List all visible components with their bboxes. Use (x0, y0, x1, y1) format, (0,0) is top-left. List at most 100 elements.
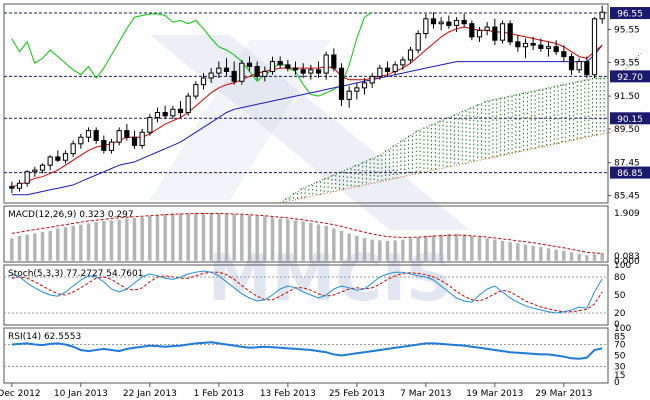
candle (277, 56, 283, 69)
candle (377, 64, 383, 80)
candle-body (484, 26, 490, 31)
rsi-label: RSI(14) 62.5553 (8, 332, 81, 342)
candle-body (24, 171, 30, 184)
candle (193, 81, 199, 100)
candle (39, 163, 46, 174)
candle-body (223, 67, 230, 72)
candle (32, 166, 38, 177)
candle-body (131, 136, 138, 146)
ichimoku-cloud (279, 52, 641, 204)
candle (561, 45, 567, 62)
candle (522, 38, 529, 59)
stoch-tick-label: 0 (614, 320, 620, 330)
candle-body (331, 54, 337, 69)
candle (423, 13, 429, 39)
price-tick-label: 89.50 (614, 125, 640, 135)
candle-body (239, 62, 245, 82)
candle (200, 73, 207, 90)
candle (361, 78, 368, 95)
candle (461, 13, 467, 28)
candle-body (185, 95, 191, 114)
candle-body (9, 186, 15, 189)
candle-body (101, 140, 107, 151)
candle-body (461, 19, 467, 25)
rsi-tick-label: 85 (614, 332, 625, 342)
candle-body (453, 19, 460, 26)
candle-body (62, 153, 69, 161)
x-tick-label: 13 Feb 2013 (260, 389, 316, 399)
price-tick-label: 91.50 (614, 92, 640, 102)
candle (392, 61, 398, 75)
candle-body (154, 112, 161, 118)
candle-body (246, 62, 253, 67)
candle (300, 63, 306, 79)
candle (384, 61, 391, 77)
candle (177, 101, 184, 118)
candle-body (522, 42, 529, 48)
candle-body (423, 18, 429, 35)
candle (62, 150, 69, 164)
candle (116, 127, 122, 146)
candle-body (85, 130, 92, 138)
candle (131, 130, 138, 149)
x-tick-label: 19 Mar 2013 (466, 389, 523, 399)
candle-body (292, 67, 299, 71)
candle-body (78, 136, 84, 145)
candle-body (392, 64, 398, 72)
candle-body (530, 42, 536, 46)
candle-body (193, 84, 199, 97)
candle-body (469, 23, 475, 38)
candle (139, 128, 145, 149)
rsi-tick-label: 50 (614, 352, 626, 362)
price-tick-label: 95.55 (614, 25, 640, 35)
pane-border-stoch (3, 264, 609, 326)
candle (369, 73, 375, 88)
candle-body (147, 116, 153, 133)
candle-body (300, 69, 306, 74)
candle-body (32, 169, 38, 173)
stoch-tick-label: 20 (614, 309, 626, 319)
candle-body (377, 67, 383, 77)
candle (400, 56, 406, 70)
candle-body (308, 69, 314, 74)
candle (55, 150, 61, 162)
candle (78, 133, 84, 149)
candle (262, 66, 268, 82)
price-tick-label: 85.45 (614, 192, 640, 202)
candle (216, 61, 222, 79)
pane-border-rsi (3, 327, 609, 384)
candle (407, 46, 414, 64)
candle-body (55, 156, 61, 161)
price-tick-label: 93.55 (614, 58, 640, 68)
watermark-text: MMCIS (208, 242, 452, 316)
candle-body (323, 54, 329, 74)
candle (331, 48, 337, 72)
macd-label: MACD(12,26,9) 0.323 0.297 (8, 210, 134, 220)
candle-body (561, 51, 567, 58)
candle-body (438, 21, 444, 25)
candle-body (584, 61, 590, 76)
rsi-tick-label: 30 (614, 363, 626, 373)
candle (323, 51, 329, 80)
candle (308, 64, 314, 80)
candle (446, 15, 452, 29)
price-level-tag: 86.85 (617, 169, 643, 179)
candle-body (354, 87, 360, 92)
rsi-line (11, 341, 603, 360)
candle-body (476, 29, 483, 38)
candle-body (285, 64, 291, 69)
candle-body (162, 112, 168, 117)
candle (338, 63, 345, 106)
candle (476, 27, 483, 42)
candle (599, 5, 605, 24)
candle (545, 41, 552, 57)
candle (576, 58, 582, 74)
candle (24, 170, 30, 187)
candle-body (200, 77, 207, 86)
candle-body (177, 108, 184, 114)
candle (47, 155, 53, 171)
x-tick-label: 10 Jan 2013 (54, 389, 108, 399)
candle (292, 61, 299, 75)
candle-body (39, 164, 46, 171)
candle-body (47, 156, 53, 166)
